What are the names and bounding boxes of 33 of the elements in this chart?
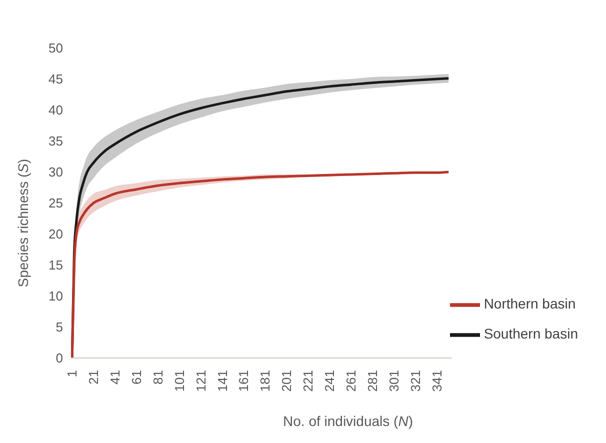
x-tick-label: 341 xyxy=(429,370,444,392)
x-tick-label: 1 xyxy=(64,370,80,378)
x-tick-label: 41 xyxy=(107,370,122,384)
x-tick-label: 61 xyxy=(128,370,144,384)
y-tick-label: 25 xyxy=(48,196,63,211)
y-tick-label: 5 xyxy=(56,320,63,335)
x-tick-label: 221 xyxy=(300,370,316,392)
x-tick-label: 121 xyxy=(193,370,208,392)
y-tick-label: 20 xyxy=(48,226,63,242)
x-tick-label: 21 xyxy=(86,370,102,384)
x-tick-label: 201 xyxy=(279,370,294,392)
y-axis-title: Species richness (S) xyxy=(15,158,31,288)
legend-label: Southern basin xyxy=(484,326,578,342)
x-tick-label: 161 xyxy=(236,370,252,392)
x-tick-label: 101 xyxy=(172,370,187,392)
y-tick-label: 50 xyxy=(48,40,63,56)
y-tick-label: 15 xyxy=(48,258,63,273)
legend-label: Northern basin xyxy=(484,296,576,312)
x-tick-label: 181 xyxy=(258,370,273,392)
x-tick-label: 81 xyxy=(150,370,166,384)
x-tick-label: 241 xyxy=(322,370,338,392)
x-axis-title: No. of individuals (N) xyxy=(283,413,413,429)
x-tick-label: 281 xyxy=(364,370,380,392)
y-tick-label: 30 xyxy=(48,164,63,180)
x-tick-label: 141 xyxy=(214,370,230,392)
y-tick-label: 0 xyxy=(56,350,63,366)
x-tick-label: 301 xyxy=(386,370,402,392)
y-tick-label: 45 xyxy=(48,72,63,87)
y-tick-label: 10 xyxy=(48,288,63,304)
y-tick-label: 35 xyxy=(48,134,63,149)
y-tick-label: 40 xyxy=(48,102,63,118)
x-tick-label: 321 xyxy=(408,370,423,392)
x-tick-label: 261 xyxy=(343,370,358,392)
